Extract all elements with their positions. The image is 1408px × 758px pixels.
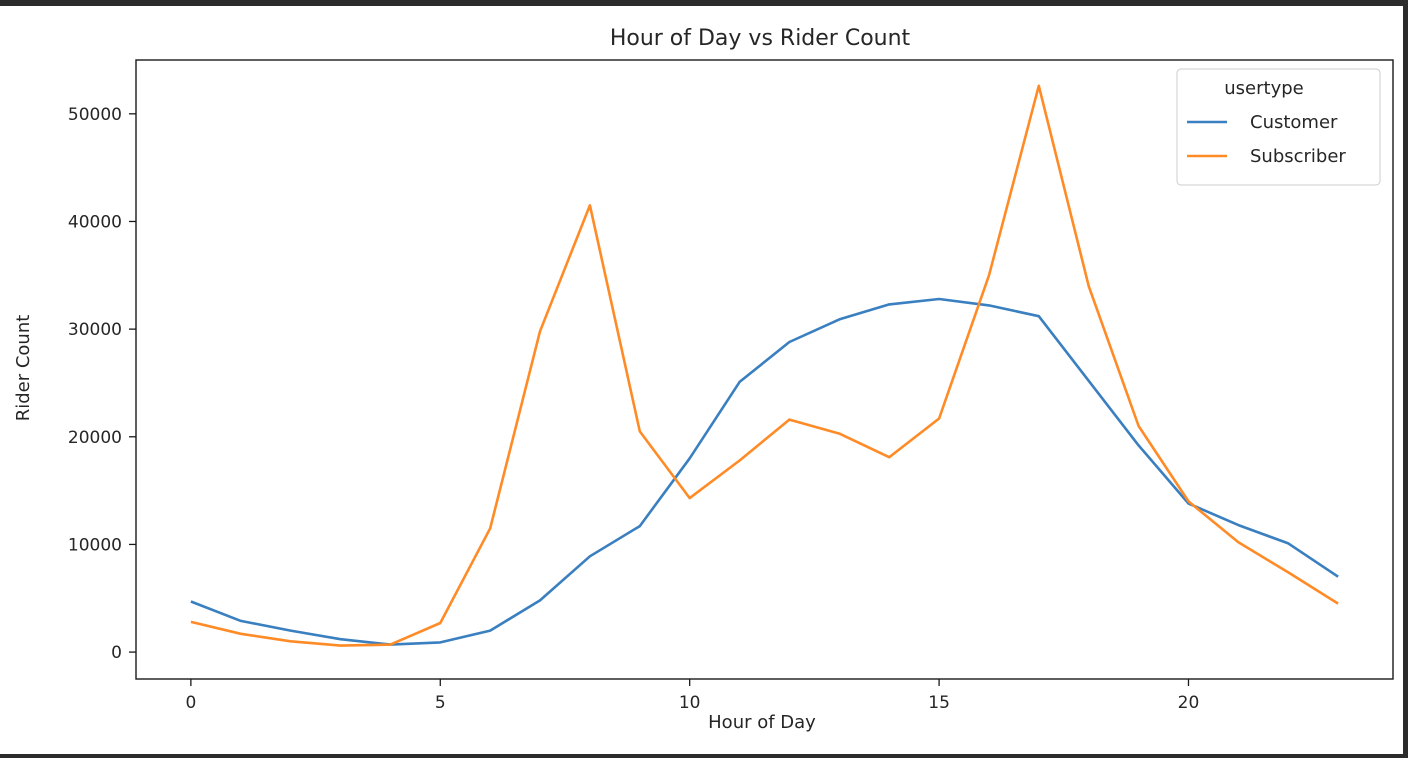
line-chart: Hour of Day vs Rider Count Rider Count H… — [13, 26, 1394, 733]
legend: usertype Customer Subscriber — [1176, 68, 1381, 186]
y-tick-label: 50000 — [68, 105, 122, 125]
x-tick-label: 0 — [185, 693, 196, 713]
x-axis-ticks: 0 5 10 15 20 — [185, 679, 1199, 713]
x-tick-label: 15 — [928, 693, 950, 713]
y-tick-label: 0 — [111, 643, 122, 663]
y-axis-ticks: 0 10000 20000 30000 40000 50000 — [68, 105, 136, 663]
chart-figure: Hour of Day vs Rider Count Rider Count H… — [0, 6, 1403, 754]
legend-label-customer: Customer — [1250, 112, 1338, 133]
legend-box — [1176, 68, 1381, 186]
series-layer — [190, 84, 1339, 647]
chart-title: Hour of Day vs Rider Count — [610, 26, 911, 51]
x-tick-label: 20 — [1178, 693, 1200, 713]
y-tick-label: 20000 — [68, 428, 122, 448]
legend-title: usertype — [1224, 78, 1303, 99]
legend-label-subscriber: Subscriber — [1250, 146, 1346, 167]
series-line-subscriber — [190, 84, 1339, 647]
y-tick-label: 30000 — [68, 320, 122, 340]
y-tick-label: 10000 — [68, 535, 122, 555]
series-line-customer — [190, 297, 1339, 646]
y-tick-label: 40000 — [68, 212, 122, 232]
y-axis-label: Rider Count — [13, 315, 34, 422]
x-axis-label: Hour of Day — [708, 712, 816, 733]
output-right-edge — [1403, 0, 1408, 758]
plot-frame — [135, 59, 1394, 680]
x-tick-label: 5 — [435, 693, 446, 713]
output-top-strip — [0, 0, 1408, 6]
x-tick-label: 10 — [679, 693, 701, 713]
